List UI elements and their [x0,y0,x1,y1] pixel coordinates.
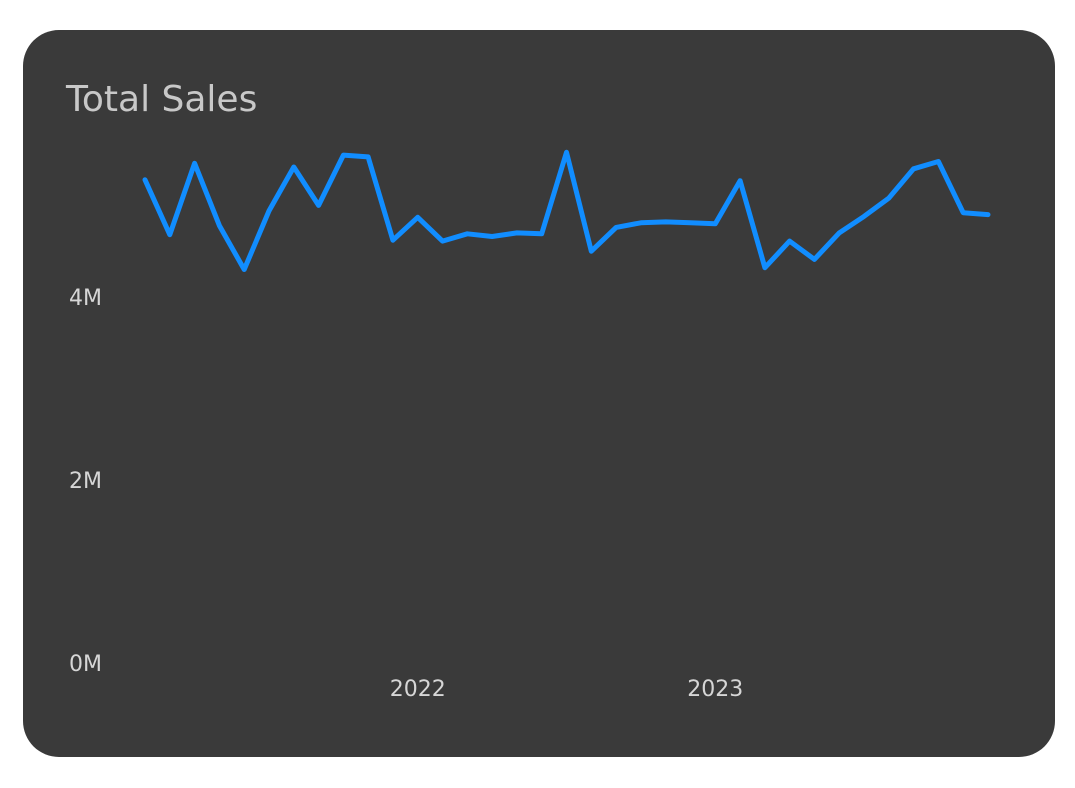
y-tick-label: 4M [69,286,102,311]
x-tick-label: 2022 [390,677,446,702]
y-tick-label: 0M [69,652,102,677]
card [23,30,1055,757]
y-tick-label: 2M [69,469,102,494]
x-tick-label: 2023 [687,677,743,702]
sales-line [142,149,991,272]
chart-title: Total Sales [65,79,257,120]
